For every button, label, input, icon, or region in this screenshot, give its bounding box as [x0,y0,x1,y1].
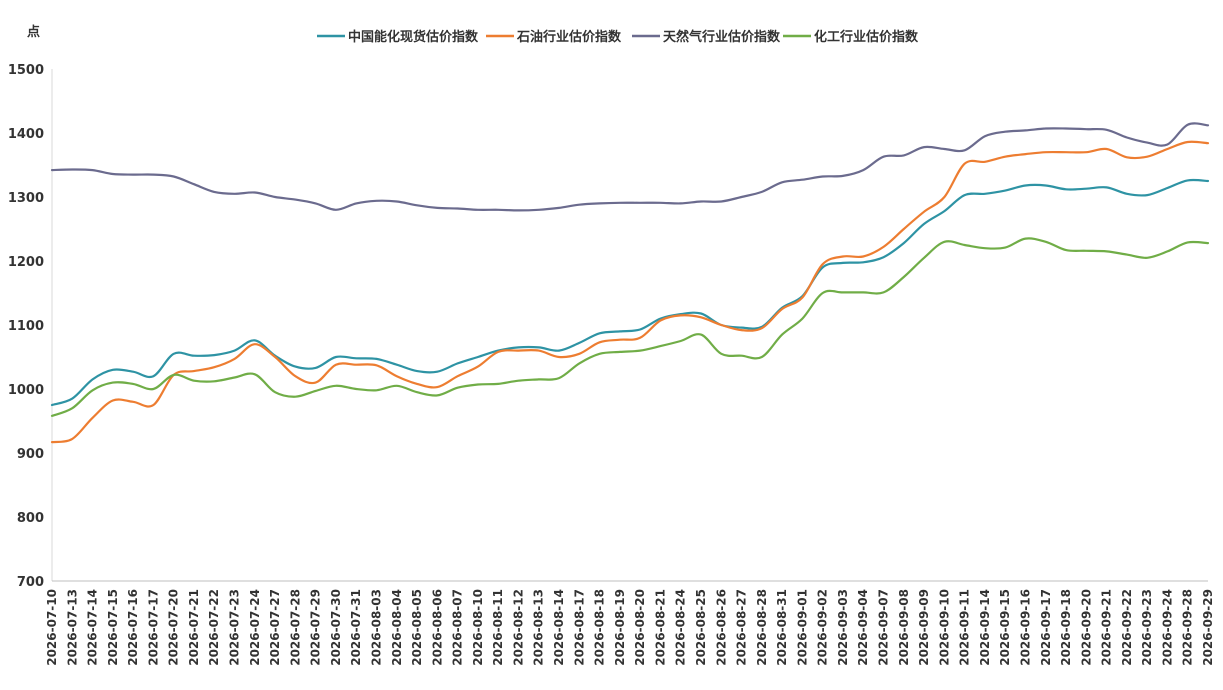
x-tick-label: 2026-08-24 [674,589,688,666]
x-tick-label: 2026-07-21 [187,589,201,666]
x-tick-label: 2026-09-10 [937,589,951,666]
x-tick-label: 2026-08-14 [552,589,566,666]
x-tick-label: 2026-08-27 [735,589,749,666]
x-tick-label: 2026-09-14 [978,589,992,666]
legend-item-1: 中国能化现货估价指数 [317,29,479,45]
x-tick-label: 2026-07-16 [126,589,140,666]
x-tick-label: 2026-08-21 [653,589,667,666]
x-tick-label: 2026-09-04 [856,589,870,666]
x-tick-label: 2026-09-21 [1100,589,1114,666]
legend: 中国能化现货估价指数 石油行业估价指数 天然气行业估价指数 化工行业估价指数 [317,29,919,45]
x-tick-label: 2026-08-18 [593,589,607,666]
y-tick-label: 1500 [8,63,44,78]
x-tick-label: 2026-07-23 [228,589,242,666]
x-tick-label: 2026-07-24 [248,589,262,666]
x-tick-label: 2026-09-03 [836,589,850,666]
x-tick-label: 2026-09-16 [1018,589,1032,666]
x-tick-label: 2026-08-03 [369,589,383,666]
plot-lines [50,122,1210,444]
x-tick-label: 2026-08-07 [451,589,465,666]
x-tick-label: 2026-08-06 [430,589,444,666]
x-tick-label: 2026-09-18 [1059,589,1073,666]
legend-label: 天然气行业估价指数 [663,29,781,45]
series-line-3 [50,122,1210,212]
x-tick-label: 2026-09-29 [1201,589,1215,666]
y-tick-label: 800 [17,511,44,526]
x-tick-label: 2026-07-14 [86,589,100,666]
x-tick-label: 2026-08-28 [755,589,769,666]
y-tick-label: 1000 [8,383,44,398]
x-tick-label: 2026-08-12 [511,589,525,666]
x-tick-label: 2026-09-08 [897,589,911,666]
x-tick-label: 2026-08-31 [775,589,789,666]
x-tick-label: 2026-08-20 [633,589,647,666]
series-line-2 [50,140,1210,444]
x-tick-label: 2026-07-29 [309,589,323,666]
x-tick-label: 2026-08-05 [410,589,424,666]
y-tick-label: 900 [17,447,44,462]
series-line-1 [50,178,1210,407]
x-tick-label: 2026-08-26 [714,589,728,666]
x-tick-label: 2026-08-10 [471,589,485,666]
y-tick-label: 1100 [8,319,44,334]
y-tick-label: 1400 [8,127,44,142]
legend-item-2: 石油行业估价指数 [486,29,622,45]
x-tick-label: 2026-07-13 [65,589,79,666]
x-tick-label: 2026-07-20 [167,589,181,666]
x-tick-label: 2026-08-13 [532,589,546,666]
y-axis-unit-label: 点 [27,24,40,40]
x-axis: 2026-07-10 2026-07-13 2026-07-14 2026-07-15… [45,580,1215,666]
x-tick-label: 2026-09-22 [1120,589,1134,666]
y-axis: 700 800 900 1000 1100 1200 1300 1400 1500 [8,63,53,590]
x-tick-label: 2026-07-30 [329,589,343,666]
x-tick-label: 2026-09-09 [917,589,931,666]
x-tick-label: 2026-09-15 [998,589,1012,666]
series-line-4 [50,237,1210,417]
legend-item-4: 化工行业估价指数 [783,29,919,45]
x-tick-label: 2026-09-24 [1160,589,1174,666]
x-tick-label: 2026-08-17 [572,589,586,666]
x-tick-label: 2026-08-11 [491,589,505,666]
x-tick-label: 2026-09-02 [816,589,830,666]
y-tick-label: 1200 [8,255,44,270]
legend-item-3: 天然气行业估价指数 [632,29,781,45]
x-tick-label: 2026-07-17 [146,589,160,666]
x-tick-label: 2026-09-01 [795,589,809,666]
legend-label: 中国能化现货估价指数 [348,29,479,45]
x-tick-label: 2026-07-22 [207,589,221,666]
x-tick-label: 2026-09-20 [1079,589,1093,666]
x-tick-label: 2026-08-19 [613,589,627,666]
x-tick-label: 2026-08-04 [390,589,404,666]
x-tick-label: 2026-07-31 [349,589,363,666]
y-tick-label: 1300 [8,191,44,206]
x-tick-label: 2026-07-27 [268,589,282,666]
x-tick-label: 2026-07-28 [288,589,302,666]
legend-label: 化工行业估价指数 [814,29,919,45]
x-tick-label: 2026-09-28 [1181,589,1195,666]
x-tick-label: 2026-09-11 [958,589,972,666]
x-tick-label: 2026-09-17 [1039,589,1053,666]
x-tick-label: 2026-08-25 [694,589,708,666]
x-tick-label: 2026-07-10 [45,589,59,666]
legend-label: 石油行业估价指数 [516,29,622,45]
x-tick-label: 2026-09-23 [1140,589,1154,666]
x-tick-label: 2026-09-07 [877,589,891,666]
x-tick-label: 2026-07-15 [106,589,120,666]
y-tick-label: 700 [17,575,44,590]
